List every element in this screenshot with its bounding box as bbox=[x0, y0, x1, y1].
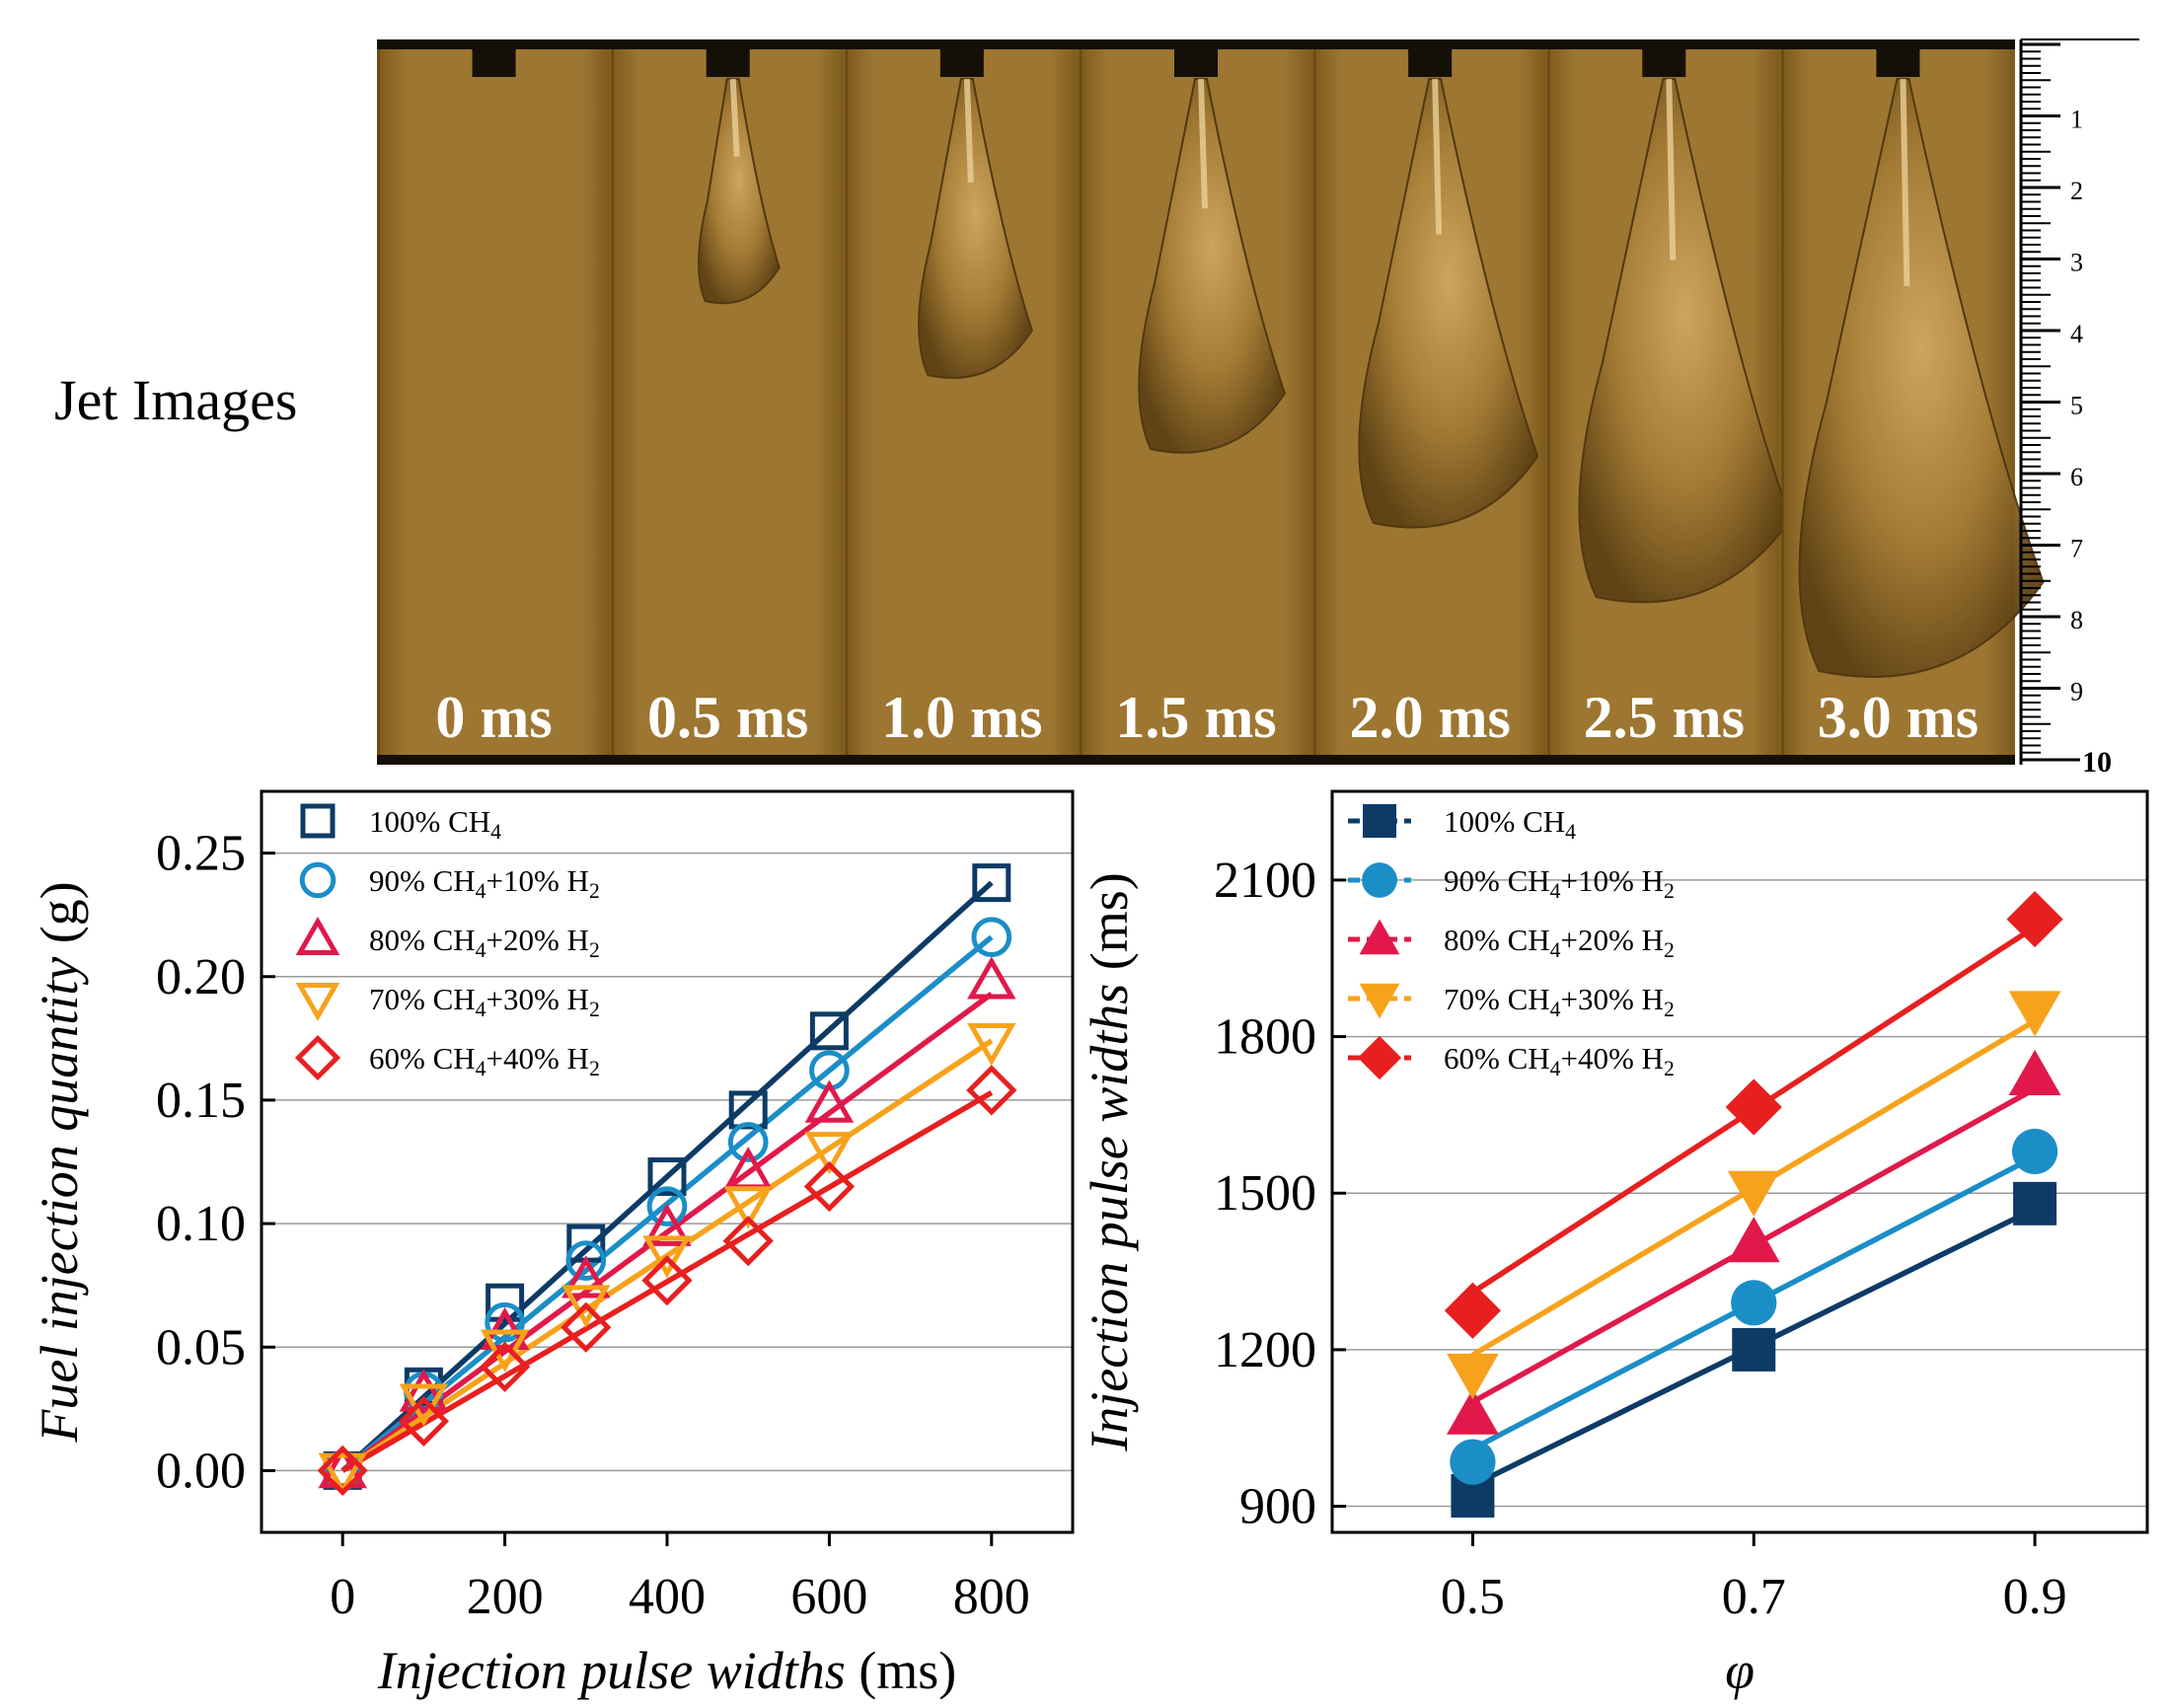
y-tick-label: 1500 bbox=[1214, 1165, 1316, 1222]
jet-frame-divider bbox=[1313, 39, 1316, 765]
circle-marker bbox=[1450, 1440, 1495, 1485]
ruler-label: 5 bbox=[2070, 392, 2083, 420]
diamond-marker bbox=[1358, 1036, 1401, 1079]
jet-strip-top-edge bbox=[377, 39, 2015, 49]
jet-frame-divider bbox=[611, 39, 614, 765]
frame-time-label: 2.0 ms bbox=[1349, 685, 1510, 750]
jet-frame-divider bbox=[845, 39, 848, 765]
y-tick-label: 1200 bbox=[1214, 1322, 1316, 1378]
ruler-label: 8 bbox=[2070, 606, 2083, 634]
diamond-marker bbox=[970, 1069, 1013, 1112]
triangle-down-marker bbox=[300, 986, 336, 1017]
diamond-marker bbox=[1445, 1283, 1501, 1339]
jet-frame-divider bbox=[1079, 39, 1082, 765]
circle-marker bbox=[1362, 862, 1397, 898]
y-tick-label: 0.00 bbox=[156, 1443, 246, 1499]
frame-time-label: 1.5 ms bbox=[1115, 685, 1276, 750]
x-tick-label: 400 bbox=[629, 1569, 706, 1625]
square-marker bbox=[303, 806, 333, 836]
ruler-label: 4 bbox=[2070, 320, 2083, 348]
x-tick-label: 600 bbox=[790, 1569, 867, 1625]
frame-time-label: 3.0 ms bbox=[1818, 685, 1979, 750]
frame-time-label: 0.5 ms bbox=[647, 685, 808, 750]
jet-frame-divider bbox=[1781, 39, 1784, 765]
legend-label: 70% CH4+30% H2 bbox=[369, 982, 600, 1021]
ruler-label: 1 bbox=[2070, 106, 2083, 134]
ruler-label: 9 bbox=[2070, 678, 2083, 706]
legend: 100% CH4 90% CH4+10% H2 80% CH4+20% H2 70% … bbox=[1348, 804, 1675, 1080]
jet-core bbox=[733, 79, 737, 157]
x-tick-label: 0 bbox=[330, 1569, 355, 1625]
legend-label: 90% CH4+10% H2 bbox=[369, 863, 600, 903]
x-tick-label: 0.5 bbox=[1441, 1569, 1505, 1625]
legend-label: 90% CH4+10% H2 bbox=[1444, 863, 1675, 903]
frame-time-label: 0 ms bbox=[435, 685, 552, 750]
jet-core bbox=[1669, 79, 1673, 260]
x-axis-label: φ bbox=[1725, 1641, 1755, 1700]
jet-core bbox=[1903, 79, 1906, 286]
square-marker bbox=[1732, 1328, 1775, 1372]
jet-core bbox=[967, 79, 971, 183]
jet-frame-divider bbox=[1547, 39, 1550, 765]
legend-label: 80% CH4+20% H2 bbox=[369, 923, 600, 962]
jet-strip-bottom-edge bbox=[377, 755, 2015, 765]
x-tick-label: 0.7 bbox=[1722, 1569, 1786, 1625]
y-tick-label: 0.20 bbox=[156, 949, 246, 1005]
triangle-down-marker bbox=[1360, 984, 1400, 1019]
diamond-marker bbox=[299, 1039, 337, 1077]
x-tick-label: 200 bbox=[467, 1569, 544, 1625]
y-tick-label: 1800 bbox=[1214, 1009, 1316, 1066]
legend: 100% CH4 90% CH4+10% H2 80% CH4+20% H2 70% … bbox=[299, 804, 600, 1080]
circle-marker bbox=[1731, 1280, 1776, 1325]
legend-label: 100% CH4 bbox=[1444, 804, 1576, 844]
triangle-up-marker bbox=[300, 922, 336, 953]
jet-image-strip: 0 ms 0.5 ms 1.0 ms 1.5 ms 2.0 ms 2.5 ms 3.0 ms bbox=[377, 39, 2043, 765]
triangle-up-marker bbox=[2009, 1050, 2061, 1095]
x-axis-label: Injection pulse widths (ms) bbox=[377, 1641, 956, 1700]
circle-marker bbox=[2012, 1129, 2057, 1174]
diamond-marker bbox=[1726, 1078, 1782, 1135]
circle-marker bbox=[974, 920, 1009, 955]
jet-frame bbox=[378, 39, 610, 765]
chart-fuel-injection-quantity: 0.00 0.05 0.10 0.15 0.20 0.25 0 200 400 600 800 Inj… bbox=[30, 791, 1073, 1700]
square-marker bbox=[2013, 1182, 2056, 1225]
y-tick-label: 0.05 bbox=[156, 1319, 246, 1375]
square-marker bbox=[1363, 804, 1396, 838]
ruler-end-label: 10 bbox=[2082, 746, 2112, 779]
y-tick-label: 0.15 bbox=[156, 1073, 246, 1129]
legend-label: 80% CH4+20% H2 bbox=[1444, 923, 1675, 962]
ruler-label: 7 bbox=[2070, 535, 2083, 563]
triangle-up-marker bbox=[1728, 1217, 1780, 1262]
figure-canvas: 0 ms 0.5 ms 1.0 ms 1.5 ms 2.0 ms 2.5 ms 3.0 ms… bbox=[0, 0, 2168, 1708]
ruler-label: 2 bbox=[2070, 177, 2083, 205]
legend-label: 60% CH4+40% H2 bbox=[1444, 1041, 1675, 1080]
y-tick-label: 2100 bbox=[1214, 853, 1316, 909]
y-tick-label: 0.25 bbox=[156, 826, 246, 882]
x-tick-label: 800 bbox=[953, 1569, 1030, 1625]
legend-label: 70% CH4+30% H2 bbox=[1444, 982, 1675, 1021]
jet-core bbox=[1201, 79, 1205, 208]
jet-core bbox=[1435, 79, 1439, 235]
frame-time-label: 2.5 ms bbox=[1584, 685, 1745, 750]
ruler-label: 3 bbox=[2070, 249, 2083, 277]
scale-ruler: 1 2 3 4 5 6 7 8 9 10 bbox=[2021, 39, 2139, 779]
ruler-label: 6 bbox=[2070, 463, 2083, 491]
y-tick-label: 0.10 bbox=[156, 1196, 246, 1252]
triangle-up-marker bbox=[1360, 920, 1400, 955]
y-axis-label: Fuel injection quantity (g) bbox=[30, 881, 89, 1443]
triangle-up-marker bbox=[971, 961, 1011, 997]
square-marker bbox=[731, 1093, 765, 1127]
x-tick-label: 0.9 bbox=[2003, 1569, 2067, 1625]
frame-time-label: 1.0 ms bbox=[881, 685, 1042, 750]
y-axis-label: Injection pulse widths (ms) bbox=[1080, 872, 1139, 1451]
legend-label: 60% CH4+40% H2 bbox=[369, 1041, 600, 1080]
legend-label: 100% CH4 bbox=[369, 804, 501, 844]
y-tick-label: 900 bbox=[1239, 1479, 1316, 1535]
chart-injection-pulse-widths: 900 1200 1500 1800 2100 0.5 0.7 0.9 φ Injection p… bbox=[1080, 791, 2147, 1700]
jet-frame-divider bbox=[377, 39, 380, 765]
circle-marker bbox=[302, 864, 334, 896]
